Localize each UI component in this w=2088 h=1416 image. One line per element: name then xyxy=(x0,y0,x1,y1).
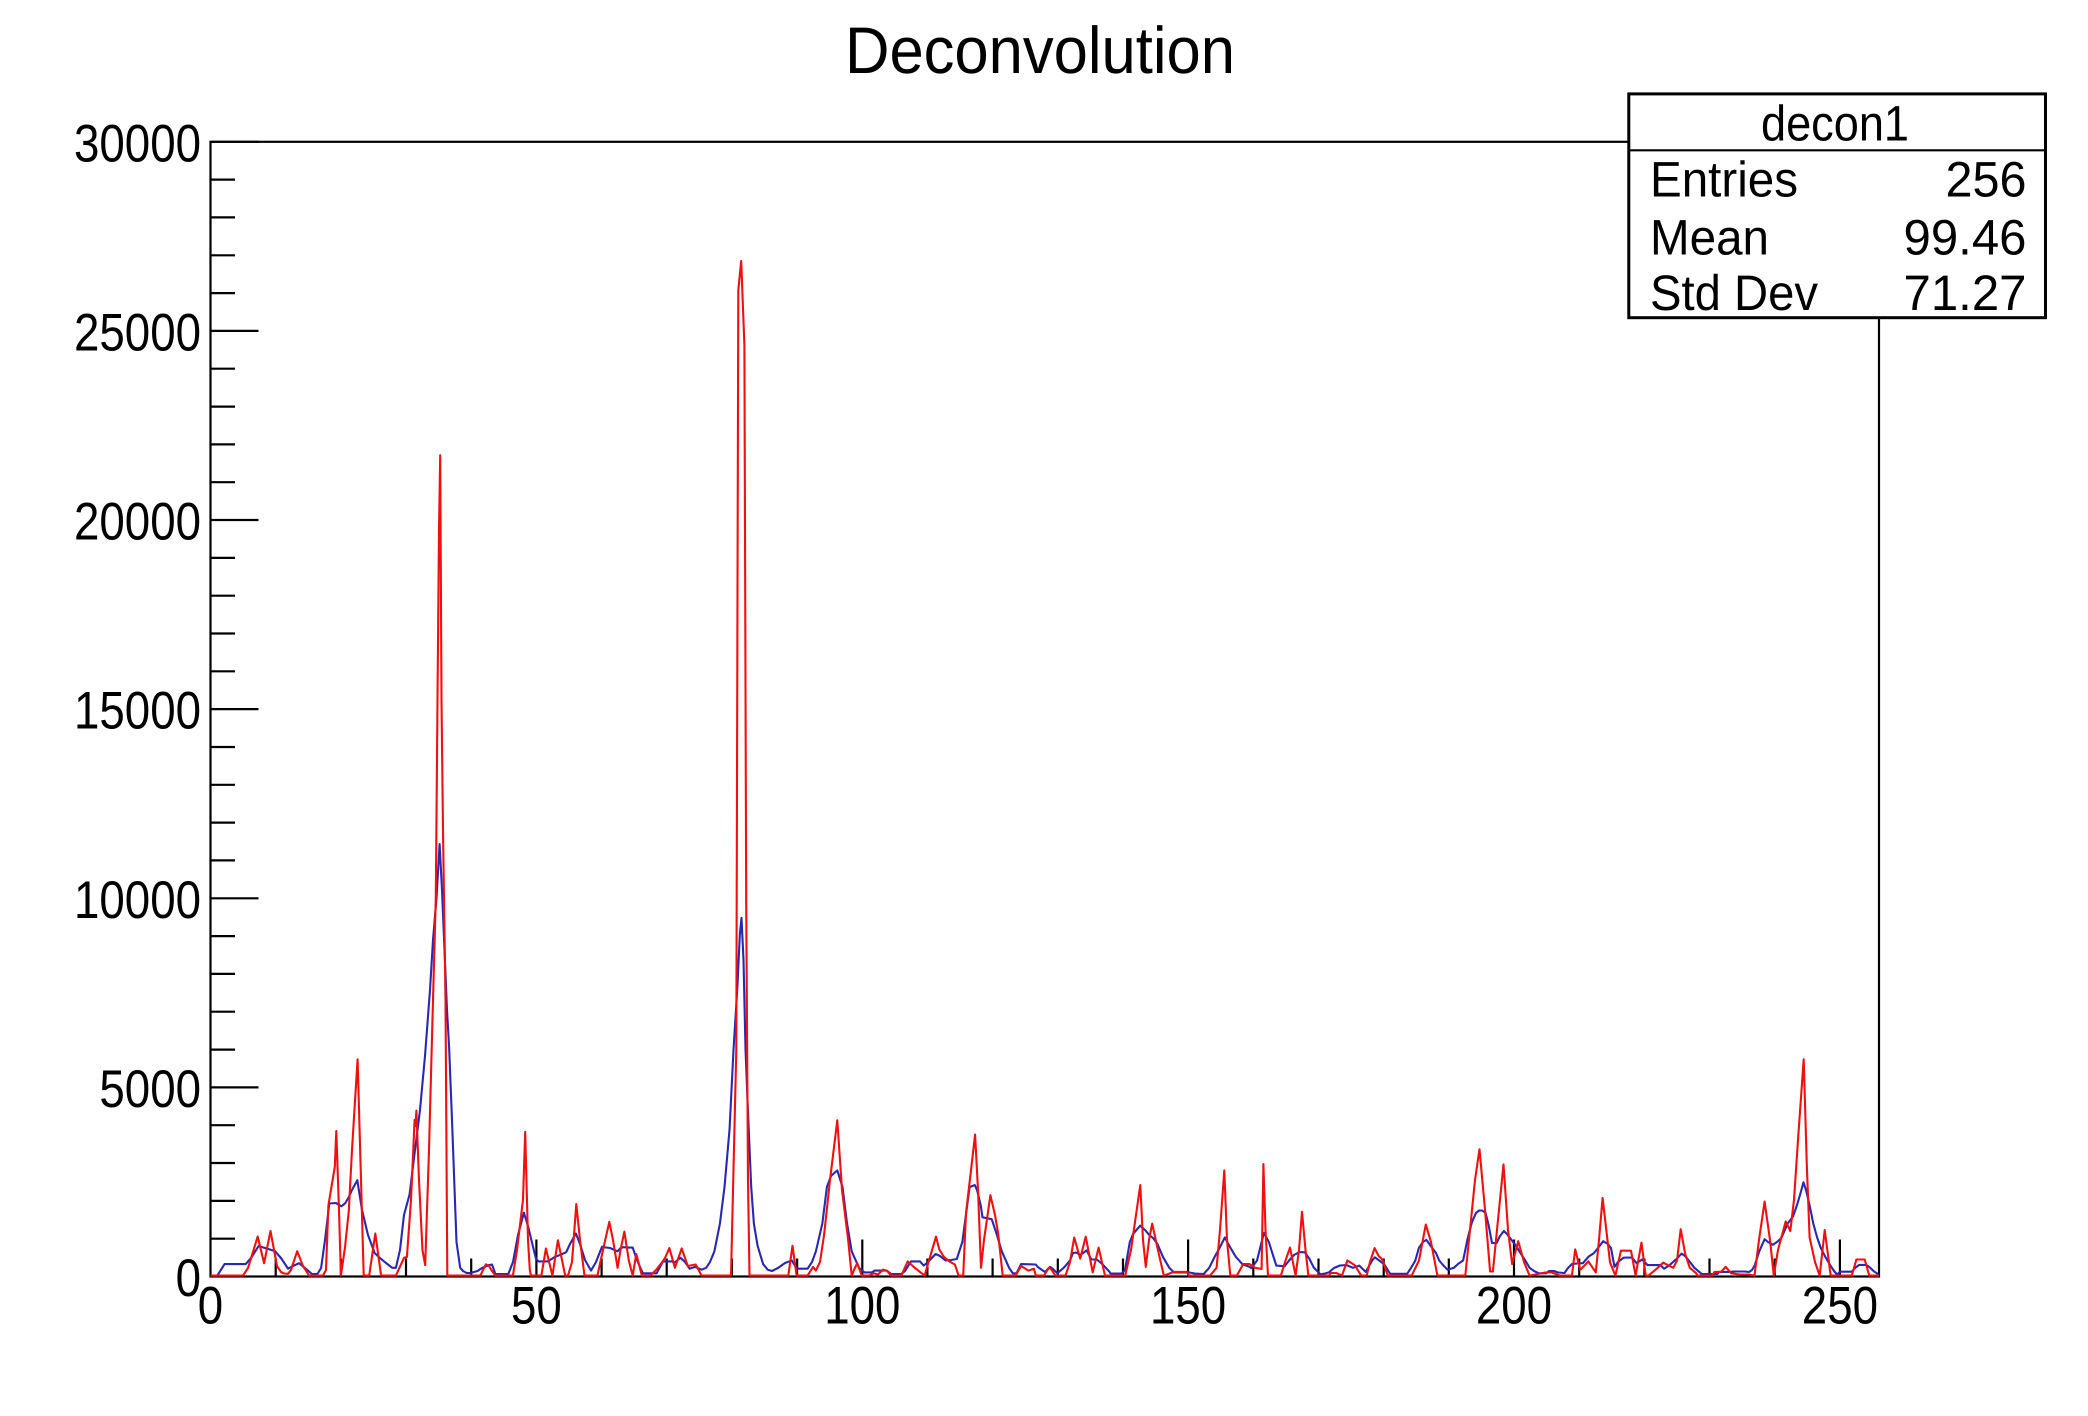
svg-text:100: 100 xyxy=(824,1277,900,1336)
svg-text:71.27: 71.27 xyxy=(1904,265,2027,321)
svg-text:Mean: Mean xyxy=(1650,210,1769,266)
svg-text:200: 200 xyxy=(1476,1277,1552,1336)
svg-text:250: 250 xyxy=(1802,1277,1878,1336)
svg-text:256: 256 xyxy=(1946,152,2027,208)
svg-text:0: 0 xyxy=(176,1249,201,1308)
svg-text:25000: 25000 xyxy=(74,303,201,362)
svg-text:10000: 10000 xyxy=(74,871,201,930)
svg-text:150: 150 xyxy=(1150,1277,1226,1336)
svg-text:30000: 30000 xyxy=(74,114,201,173)
svg-text:15000: 15000 xyxy=(74,682,201,741)
svg-text:Std Dev: Std Dev xyxy=(1650,265,1818,321)
svg-text:20000: 20000 xyxy=(74,493,201,552)
svg-text:50: 50 xyxy=(511,1277,562,1336)
svg-text:Entries: Entries xyxy=(1650,152,1798,208)
svg-text:99.46: 99.46 xyxy=(1904,210,2027,266)
svg-text:0: 0 xyxy=(198,1277,223,1336)
svg-text:decon1: decon1 xyxy=(1761,96,1909,152)
svg-text:5000: 5000 xyxy=(99,1060,201,1119)
svg-text:Deconvolution: Deconvolution xyxy=(845,13,1235,87)
